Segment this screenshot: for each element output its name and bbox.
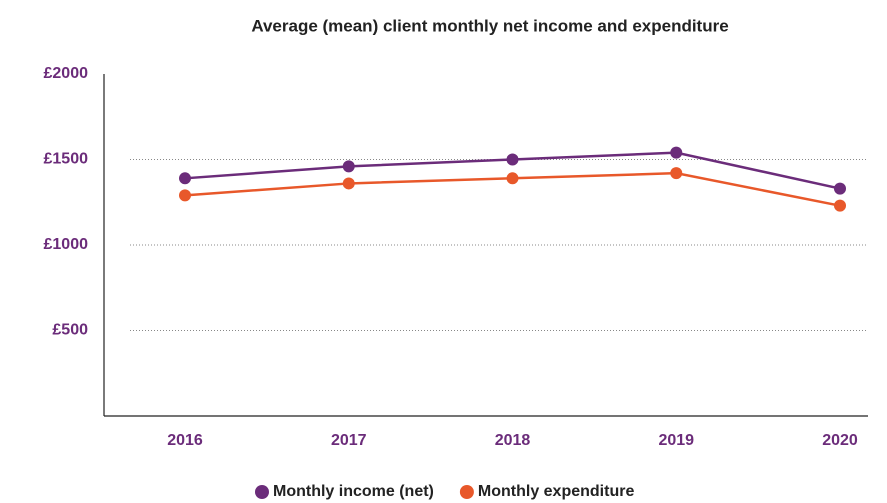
data-point (342, 177, 355, 190)
data-point (506, 153, 519, 166)
data-point (342, 160, 355, 173)
data-point (670, 167, 683, 180)
x-tick-label: 2016 (167, 432, 203, 449)
data-point (506, 172, 519, 185)
x-tick-label: 2017 (331, 432, 367, 449)
data-point (834, 182, 846, 195)
chart-title: Average (mean) client monthly net income… (251, 16, 728, 35)
y-tick-label: £1500 (44, 151, 89, 168)
x-tick-label: 2018 (495, 432, 531, 449)
legend-label: Monthly income (net) (273, 483, 434, 500)
legend-marker (255, 485, 269, 499)
x-tick-label: 2019 (658, 432, 694, 449)
data-point (179, 189, 191, 202)
legend-label: Monthly expenditure (478, 483, 635, 500)
y-tick-label: £500 (52, 322, 88, 339)
y-tick-label: £1000 (44, 236, 89, 253)
legend-marker (459, 485, 474, 499)
data-point (670, 146, 683, 159)
data-point (179, 172, 191, 185)
y-tick-label: £2000 (44, 65, 89, 82)
data-point (834, 199, 846, 212)
x-tick-label: 2020 (822, 432, 858, 449)
